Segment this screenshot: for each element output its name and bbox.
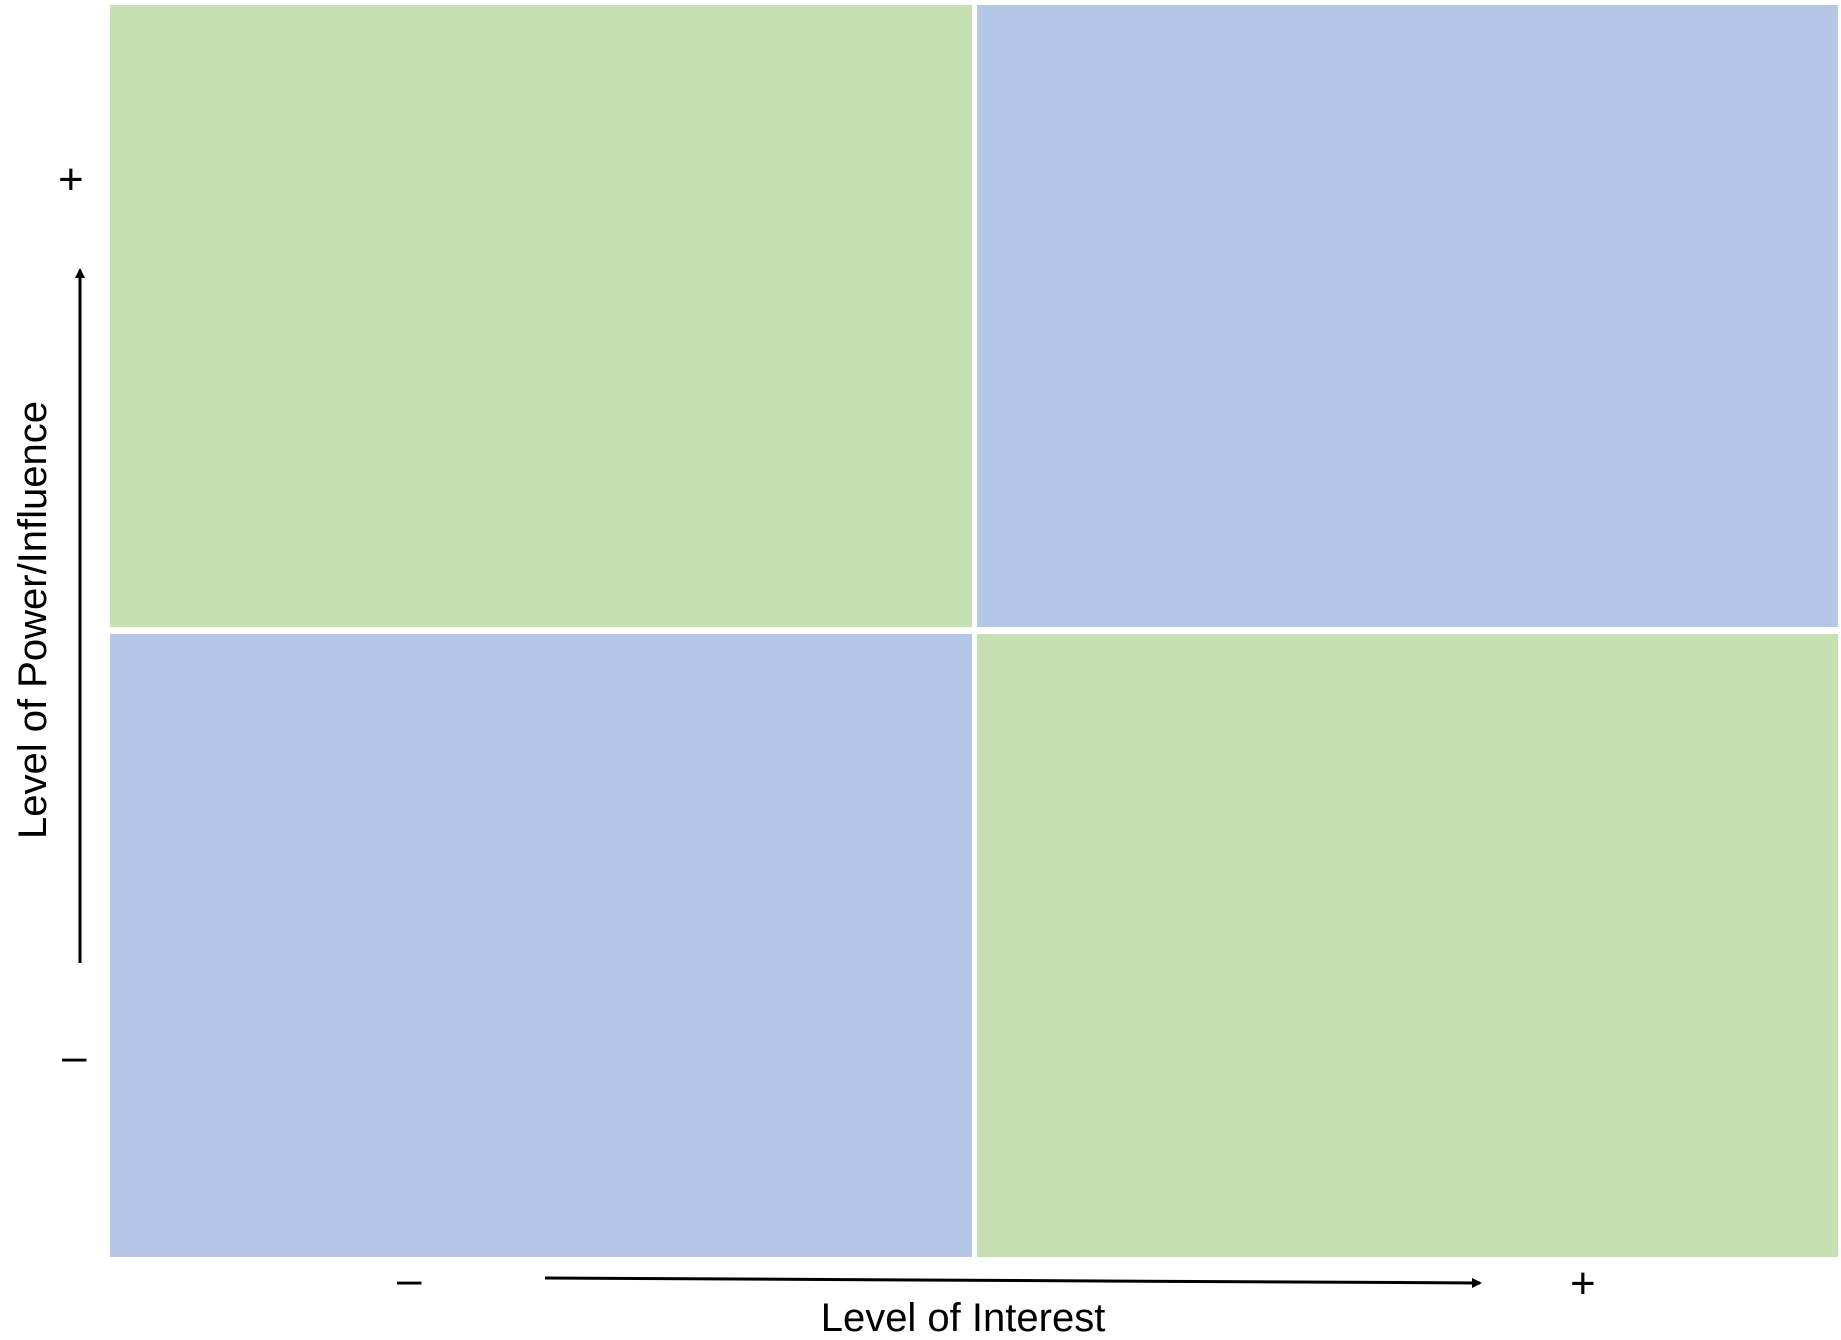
- y-axis-high-sign: +: [58, 155, 84, 204]
- x-axis-high-sign: +: [1570, 1259, 1596, 1308]
- quadrant-top-right: [977, 5, 1838, 627]
- quadrant-top-left: [110, 5, 972, 627]
- x-axis-title: Level of Interest: [820, 1296, 1106, 1340]
- quadrant-bottom-left: [110, 634, 972, 1257]
- quadrant-matrix: [110, 5, 1838, 1257]
- y-axis-title: Level of Power/Influence: [11, 400, 55, 840]
- x-axis-arrow: [544, 1276, 1482, 1288]
- quadrant-bottom-right: [977, 634, 1838, 1257]
- x-axis-low-sign: –: [397, 1255, 422, 1304]
- y-axis-low-sign: –: [62, 1032, 87, 1081]
